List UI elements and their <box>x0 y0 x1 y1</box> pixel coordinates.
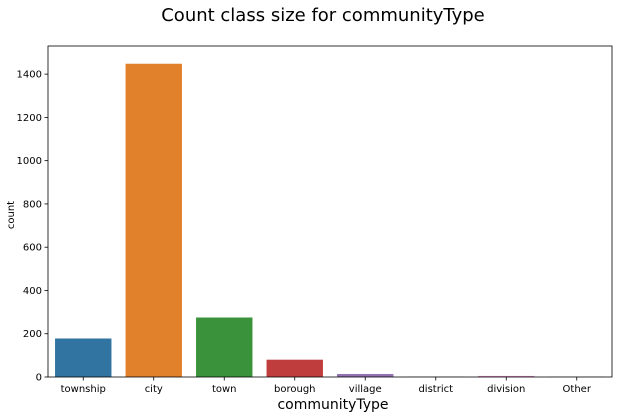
y-tick-label: 600 <box>23 243 42 254</box>
y-tick-label: 800 <box>23 199 42 210</box>
x-tick-label: district <box>418 384 453 395</box>
x-tick-label: town <box>212 384 237 395</box>
y-tick-label: 200 <box>23 329 42 340</box>
y-tick-label: 0 <box>36 373 42 384</box>
x-tick-label: township <box>61 384 106 395</box>
x-axis-label: communityType <box>277 397 388 413</box>
y-ticks-group: 0 200 400 600 800 1000 1200 1400 <box>17 70 48 384</box>
y-tick-label: 1400 <box>17 70 42 81</box>
x-tick-label: village <box>349 384 382 395</box>
x-tick-label: borough <box>274 384 316 395</box>
x-ticks-group: township city town borough village district di… <box>61 377 592 395</box>
bar-township <box>55 338 112 377</box>
bar-village <box>337 373 394 377</box>
chart-title: Count class size for communityType <box>161 5 485 26</box>
bar-city <box>125 63 182 377</box>
x-tick-label: division <box>487 384 525 395</box>
y-axis-label: count <box>6 201 17 229</box>
plot-frame <box>47 45 613 378</box>
x-tick-label: Other <box>563 384 592 395</box>
bar-borough <box>266 359 323 377</box>
y-tick-label: 400 <box>23 286 42 297</box>
x-tick-label: city <box>145 384 163 395</box>
y-tick-label: 1000 <box>17 156 42 167</box>
bar-town <box>196 317 253 377</box>
y-tick-label: 1200 <box>17 113 42 124</box>
bar-division <box>478 375 535 377</box>
bars-group <box>55 63 605 377</box>
